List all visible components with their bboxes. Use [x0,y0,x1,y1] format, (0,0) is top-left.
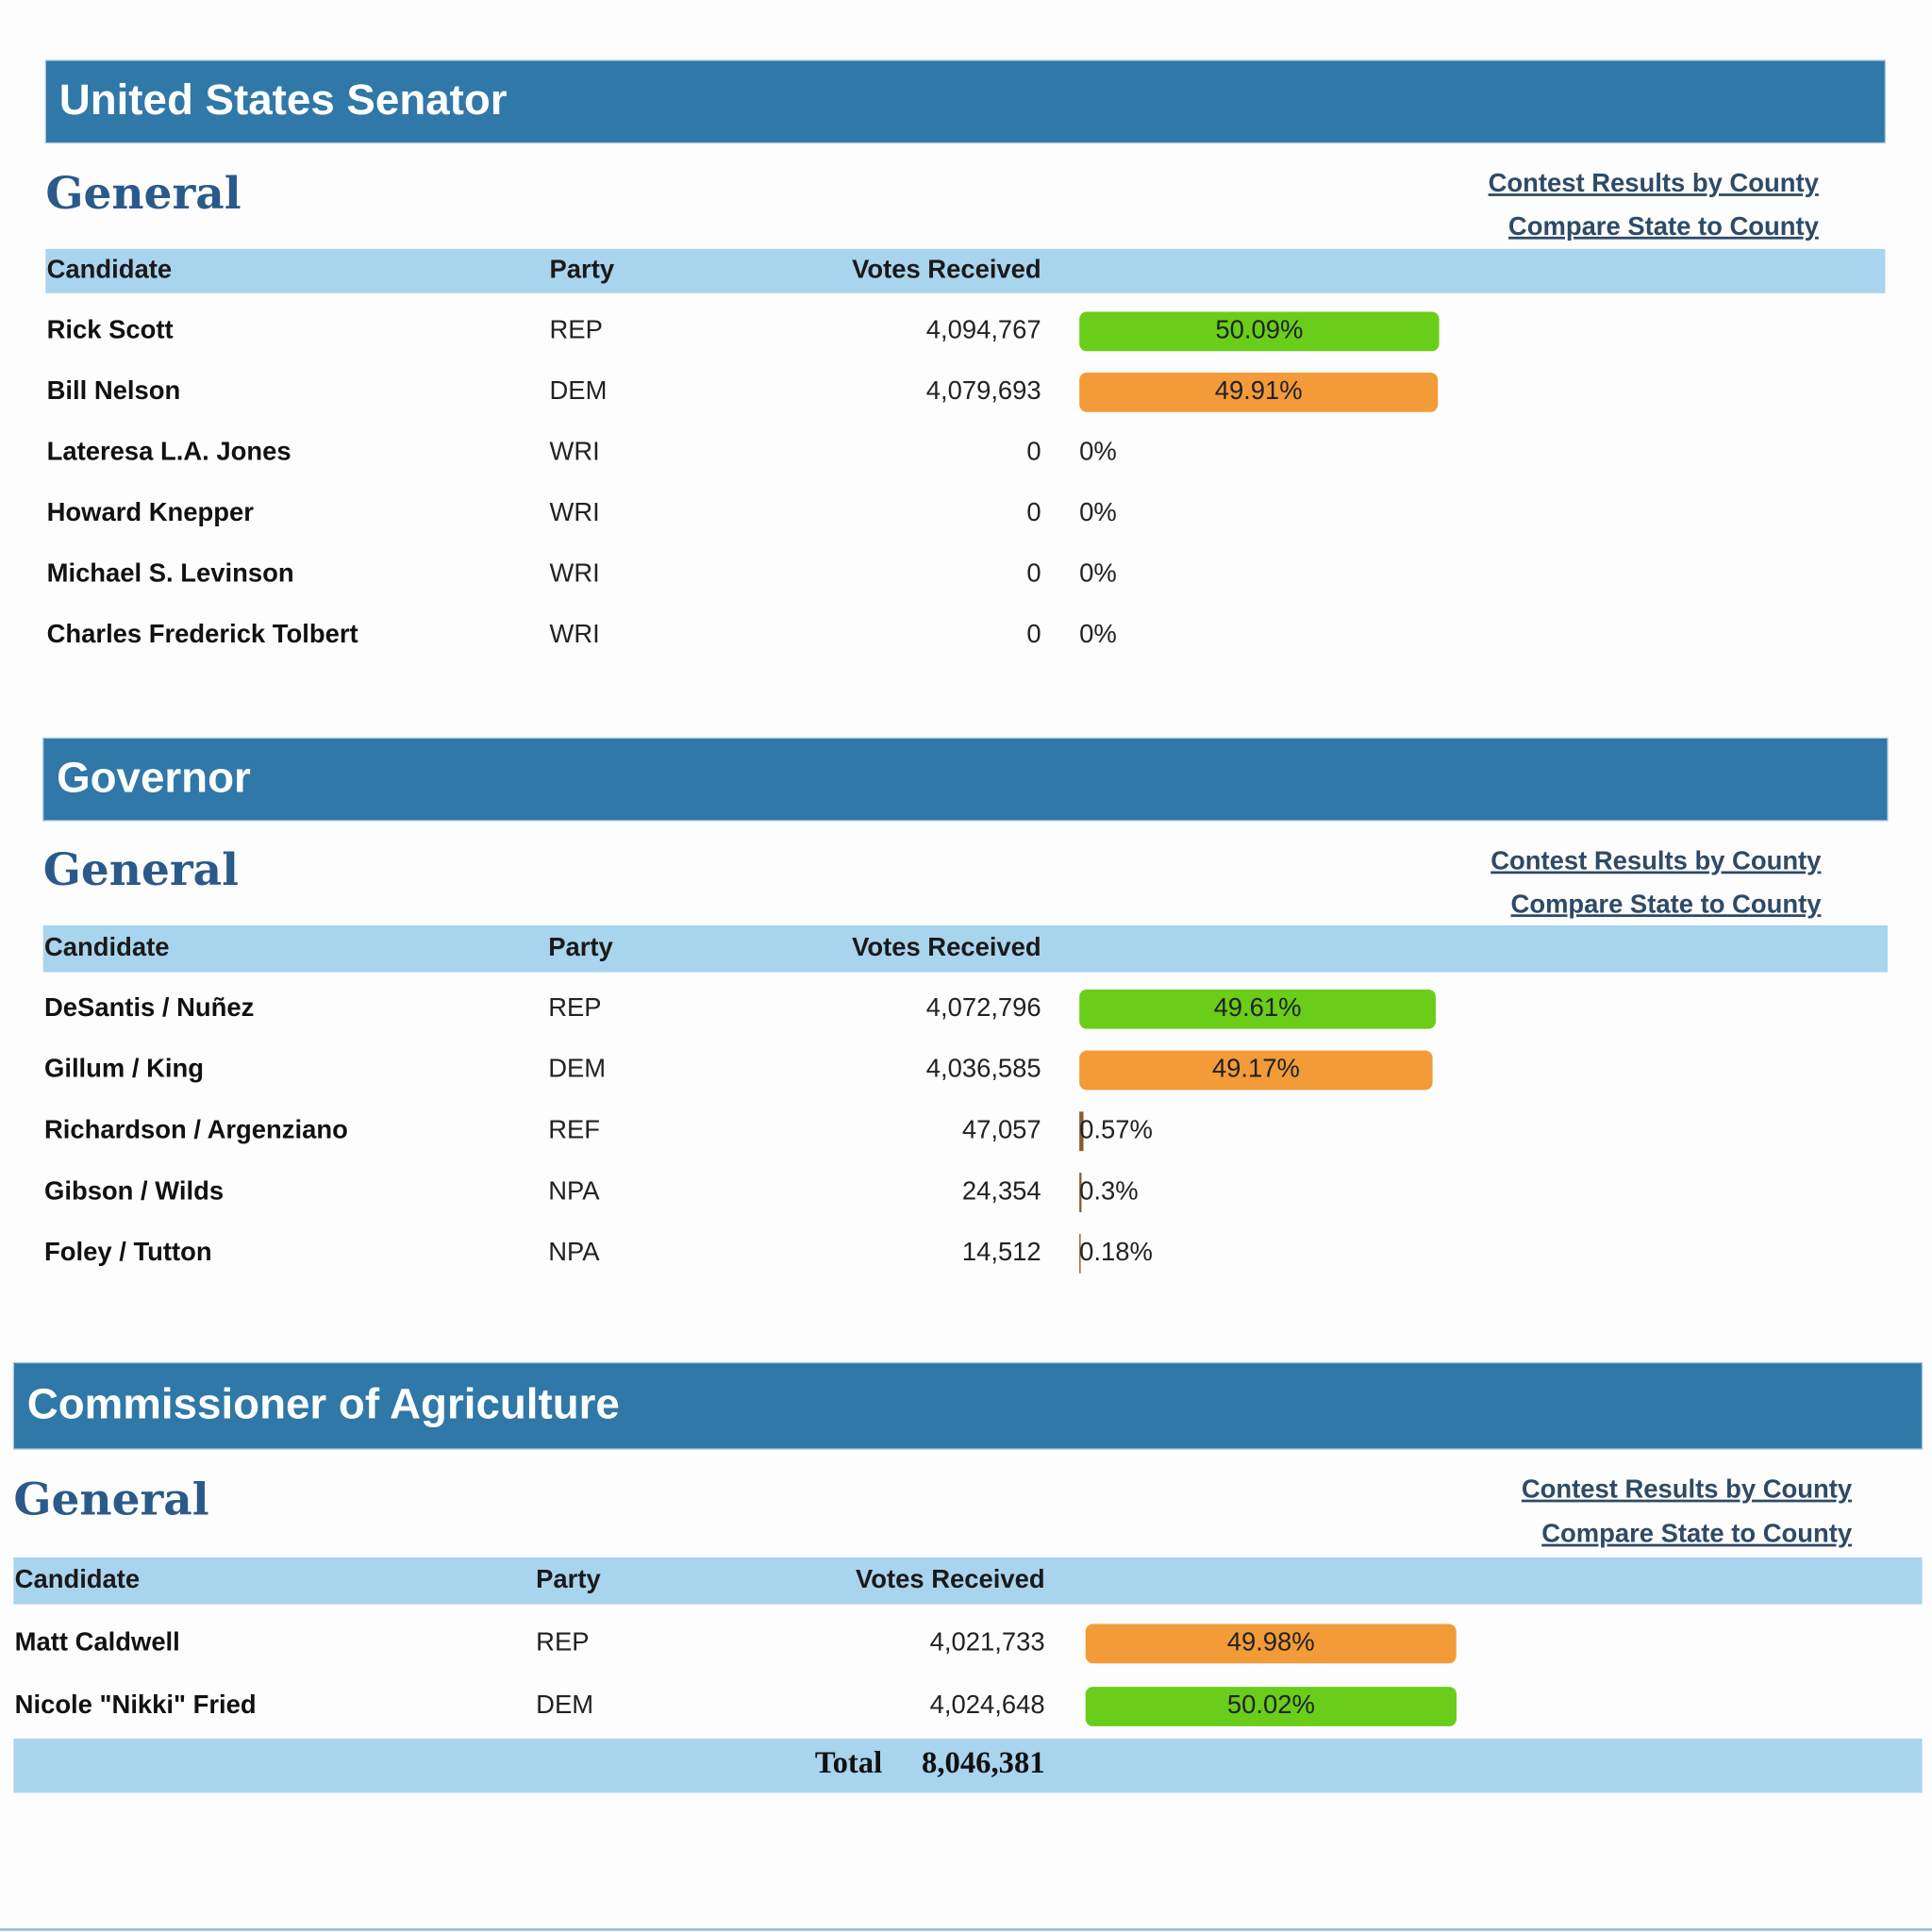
candidate-name: Matt Caldwell [15,1627,180,1657]
contest-header-bar [44,59,1887,144]
table-header-band [45,248,1886,293]
contest-link[interactable]: Compare State to County [1541,1519,1853,1548]
contest-link[interactable]: Contest Results by County [1522,1474,1853,1504]
contest-link[interactable]: Compare State to County [1508,211,1820,241]
candidate-name: Richardson / Argenziano [44,1115,348,1144]
percent-label: 49.17% [1212,1054,1300,1083]
percent-bar [1079,1233,1081,1274]
total-label: Total [815,1746,882,1780]
column-header: Candidate [44,932,169,961]
party: WRI [550,497,600,526]
percent-bar [1085,1624,1457,1664]
percent-label: 0% [1079,497,1117,526]
contest-subtitle: General [13,1474,208,1525]
percent-label: 49.61% [1214,992,1302,1022]
votes: 0 [1026,558,1041,588]
votes: 4,021,733 [930,1627,1045,1657]
total-band [13,1738,1923,1793]
percent-label: 0% [1079,558,1117,588]
table-header-band [42,924,1888,973]
contest-title: Governor [57,754,251,802]
column-header: Votes Received [852,255,1041,284]
votes: 4,079,693 [926,375,1041,405]
column-header: Votes Received [852,932,1041,961]
percent-bar [1079,311,1440,352]
candidate-name: Charles Frederick Tolbert [47,619,358,648]
candidate-name: Bill Nelson [47,375,181,405]
percent-bar [1079,1111,1084,1152]
column-header: Candidate [47,255,172,284]
percent-label: 0% [1079,619,1117,648]
contest-title: United States Senator [59,75,508,124]
percent-bar [1085,1687,1457,1726]
candidate-name: DeSantis / Nuñez [44,992,254,1022]
contest-link[interactable]: Contest Results by County [1489,168,1820,197]
percent-label: 0.57% [1079,1115,1153,1144]
votes: 47,057 [962,1115,1041,1144]
party: WRI [550,558,600,588]
percent-label: 49.91% [1215,375,1303,405]
percent-label: 49.98% [1227,1627,1315,1657]
candidate-name: Rick Scott [47,315,174,344]
party: WRI [550,437,600,466]
column-header: Party [550,255,615,284]
contest-link[interactable]: Compare State to County [1511,889,1823,918]
votes: 0 [1026,497,1041,526]
candidate-name: Gibson / Wilds [44,1175,224,1205]
votes: 4,036,585 [926,1054,1041,1083]
votes: 14,512 [962,1237,1041,1266]
percent-label: 50.09% [1215,315,1303,344]
votes: 4,094,767 [926,315,1041,344]
votes: 4,072,796 [926,992,1041,1022]
candidate-name: Michael S. Levinson [47,558,294,588]
column-header: Party [548,932,613,961]
candidate-name: Lateresa L.A. Jones [47,437,291,466]
party: REF [548,1115,600,1144]
contest-link[interactable]: Contest Results by County [1491,846,1822,875]
party: NPA [548,1175,600,1205]
party: DEM [548,1054,606,1083]
votes: 24,354 [962,1175,1041,1205]
percent-bar [1079,1173,1082,1212]
contest-header-bar [42,737,1889,822]
candidate-name: Howard Knepper [47,497,255,526]
contest-subtitle: General [43,844,239,896]
votes: 4,024,648 [930,1690,1045,1719]
candidate-name: Foley / Tutton [44,1237,212,1266]
percent-label: 50.02% [1227,1690,1315,1719]
table-header-band [13,1557,1923,1605]
contest-header-bar [12,1361,1924,1450]
percent-label: 0% [1079,437,1117,466]
percent-label: 0.18% [1079,1237,1153,1266]
contest-subtitle: General [45,168,241,220]
percent-bar [1079,372,1439,412]
party: REP [550,315,603,344]
party: DEM [536,1690,593,1719]
percent-bar [1079,989,1436,1029]
party: REP [536,1627,589,1657]
percent-label: 0.3% [1079,1175,1138,1205]
column-header: Candidate [15,1564,140,1593]
party: NPA [548,1237,600,1266]
votes: 0 [1026,619,1041,648]
total-votes: 8,046,381 [922,1746,1045,1780]
party: DEM [550,375,608,405]
contest-title: Commissioner of Agriculture [27,1380,620,1428]
votes: 0 [1026,437,1041,466]
percent-bar [1079,1050,1433,1091]
party: REP [548,992,601,1022]
column-header: Party [536,1564,601,1593]
candidate-name: Nicole "Nikki" Fried [15,1690,257,1719]
candidate-name: Gillum / King [44,1054,204,1083]
party: WRI [550,619,600,648]
column-header: Votes Received [856,1564,1045,1593]
